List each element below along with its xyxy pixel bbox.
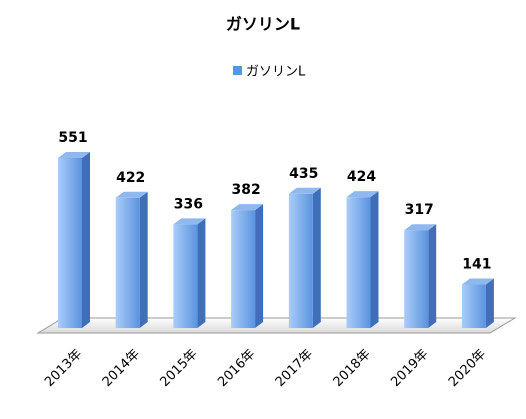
bar-side (255, 204, 264, 328)
x-tick-label: 2016年 (215, 347, 258, 390)
value-label: 317 (405, 202, 434, 218)
bar-top (404, 224, 437, 231)
bar-side (370, 191, 379, 328)
x-tick-label: 2020年 (446, 347, 489, 390)
x-tick-label: 2018年 (331, 347, 374, 390)
x-tick-label: 2017年 (273, 347, 316, 390)
floor (36, 317, 517, 334)
bar-top (231, 204, 264, 211)
bar-side (197, 218, 206, 328)
value-label: 422 (116, 170, 145, 186)
bar-top (461, 278, 494, 285)
bar-top (346, 191, 379, 198)
x-tick-label: 2013年 (42, 347, 85, 390)
bar-side (82, 152, 90, 328)
bar (461, 284, 486, 328)
bar (288, 193, 313, 328)
bar (173, 224, 198, 328)
x-tick-label: 2014年 (100, 347, 143, 390)
value-label: 424 (347, 169, 376, 185)
bar (115, 197, 140, 328)
bar-side (139, 191, 148, 328)
x-tick-label: 2015年 (158, 347, 201, 390)
bar-top (288, 187, 321, 194)
value-label: 435 (289, 166, 318, 182)
bar-side (428, 224, 437, 328)
bar (346, 197, 371, 328)
value-label: 336 (174, 196, 203, 212)
legend-label: ガソリンL (246, 65, 306, 80)
bar (58, 158, 82, 328)
chart-title: ガソリンL (226, 15, 300, 34)
bar-top (58, 152, 90, 158)
bar (404, 230, 429, 328)
value-label: 141 (462, 256, 491, 272)
legend-swatch (233, 66, 242, 75)
value-label: 551 (58, 130, 87, 146)
value-label: 382 (231, 182, 260, 198)
bar-side (312, 187, 321, 328)
bar-top (173, 218, 206, 225)
bar-side (485, 278, 494, 328)
bar (231, 210, 256, 328)
x-tick-label: 2019年 (388, 347, 431, 390)
bar-top (115, 191, 148, 198)
